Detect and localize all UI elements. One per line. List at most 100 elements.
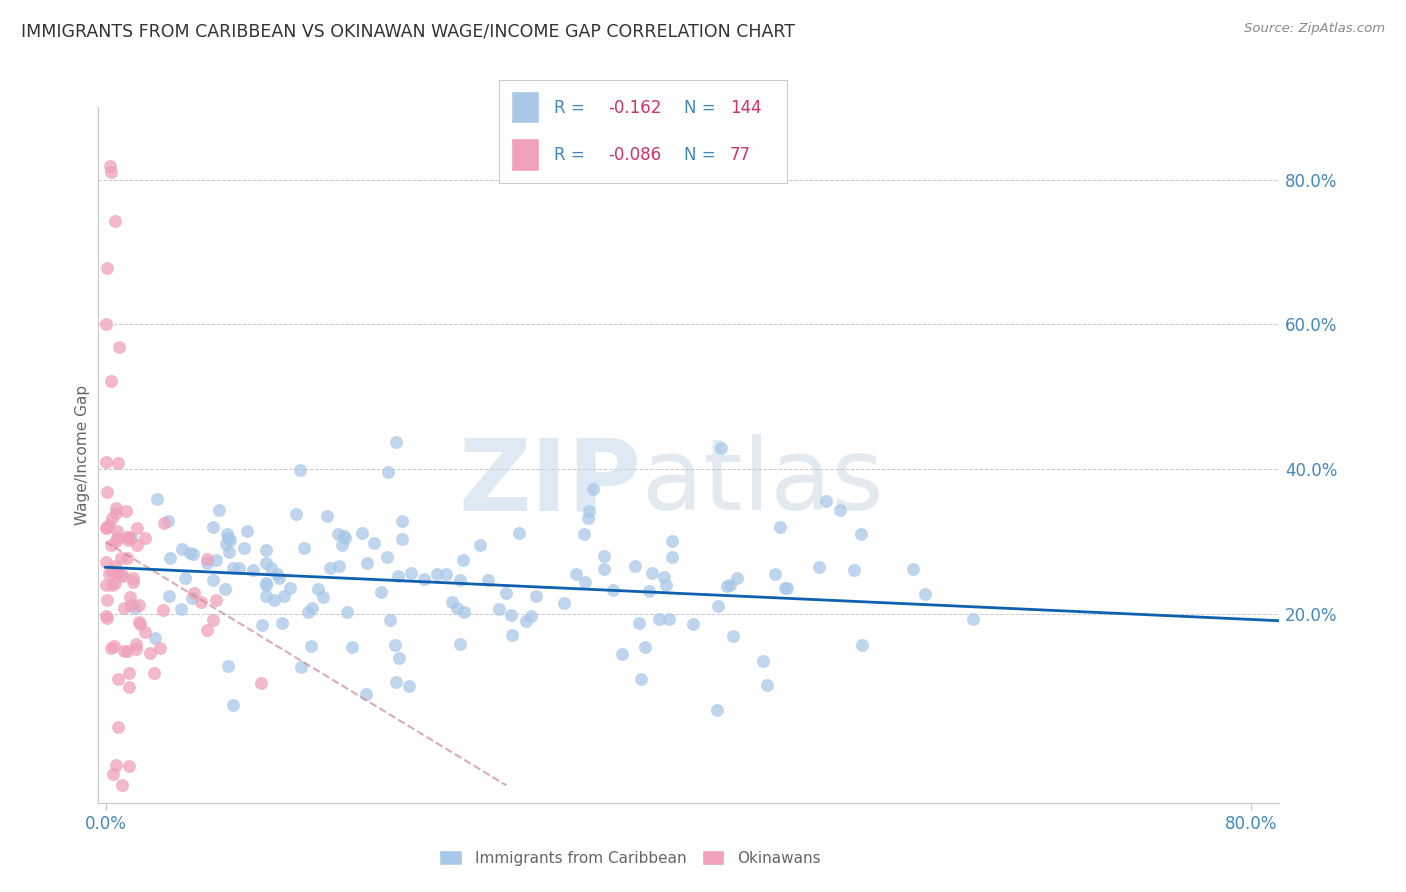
Point [218, 545, 240, 559]
Point [222, 560, 245, 574]
Y-axis label: Wage/Income Gap: Wage/Income Gap [75, 384, 90, 525]
Point [254, 542, 277, 557]
Point [391, 514, 413, 528]
Point [352, 526, 374, 541]
Point [755, 677, 778, 691]
Point [434, 566, 457, 581]
Point [290, 659, 312, 673]
Point [775, 581, 797, 595]
Point [412, 572, 434, 586]
Point [914, 587, 936, 601]
Point [340, 640, 363, 655]
Text: 77: 77 [730, 146, 751, 164]
Point [202, 520, 225, 534]
Point [682, 616, 704, 631]
Point [385, 435, 408, 450]
Point [120, 531, 142, 545]
Point [576, 510, 599, 524]
Point [134, 532, 156, 546]
Point [449, 573, 471, 587]
Point [574, 575, 596, 590]
Point [725, 571, 748, 585]
Point [250, 617, 273, 632]
Point [235, 524, 257, 539]
Point [110, 567, 132, 582]
Point [104, 501, 127, 516]
Point [763, 566, 786, 581]
Point [849, 526, 872, 541]
Point [370, 585, 392, 599]
Point [96, 593, 118, 607]
Point [501, 627, 523, 641]
Point [354, 687, 377, 701]
Point [232, 541, 254, 556]
Point [124, 600, 146, 615]
Point [356, 556, 378, 570]
Point [117, 759, 139, 773]
Point [118, 665, 141, 680]
Point [104, 575, 127, 590]
Point [391, 533, 413, 547]
Point [94, 318, 117, 332]
Point [190, 595, 212, 609]
Point [446, 601, 468, 615]
Point [128, 616, 150, 631]
Point [263, 592, 285, 607]
Text: Source: ZipAtlas.com: Source: ZipAtlas.com [1244, 22, 1385, 36]
Point [752, 654, 775, 668]
Point [98, 517, 121, 532]
Point [205, 593, 228, 607]
Point [105, 533, 128, 548]
Point [641, 566, 664, 580]
Point [181, 591, 204, 605]
Point [127, 521, 149, 535]
Point [139, 646, 162, 660]
Point [453, 606, 475, 620]
Point [256, 578, 278, 592]
Point [658, 611, 681, 625]
Point [217, 658, 239, 673]
Point [174, 571, 197, 585]
Point [565, 566, 588, 581]
Point [627, 615, 650, 630]
Point [269, 571, 291, 585]
Point [254, 589, 277, 603]
Point [201, 574, 224, 588]
Point [524, 589, 547, 603]
Point [117, 533, 139, 547]
Point [118, 530, 141, 544]
Point [215, 537, 238, 551]
Text: N =: N = [683, 99, 716, 117]
Point [115, 644, 138, 658]
Point [96, 484, 118, 499]
Text: ZIP: ZIP [458, 434, 641, 532]
Point [851, 638, 873, 652]
Point [117, 680, 139, 694]
Point [387, 569, 409, 583]
Point [121, 571, 143, 585]
Point [107, 672, 129, 686]
Point [183, 585, 205, 599]
Point [115, 550, 138, 565]
Point [217, 532, 239, 546]
Point [219, 533, 242, 547]
Point [769, 520, 792, 534]
Point [111, 568, 134, 582]
Point [214, 582, 236, 597]
Point [363, 536, 385, 550]
Point [449, 637, 471, 651]
Point [94, 455, 117, 469]
Point [292, 541, 315, 555]
Point [488, 601, 510, 615]
Point [100, 165, 122, 179]
Point [716, 579, 738, 593]
Point [128, 598, 150, 612]
Point [125, 538, 148, 552]
Point [100, 640, 122, 655]
Point [110, 551, 132, 566]
Point [495, 585, 517, 599]
Point [624, 558, 647, 573]
Point [299, 639, 322, 653]
Point [105, 565, 128, 579]
Point [426, 566, 449, 581]
